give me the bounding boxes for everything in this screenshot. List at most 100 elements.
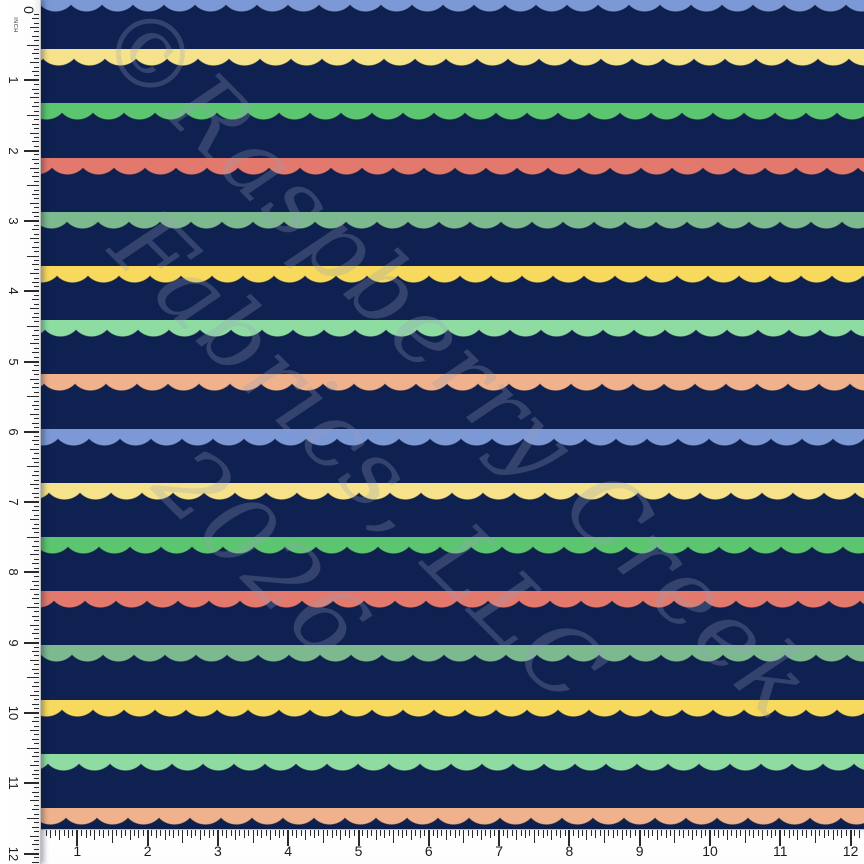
ruler-tick	[397, 830, 399, 836]
ruler-tick	[30, 624, 39, 626]
scallop-stripe-green	[0, 103, 864, 121]
ruler-tick	[498, 830, 501, 846]
ruler-tick	[34, 839, 39, 841]
scallop-stripe-sage-green	[0, 211, 864, 229]
scallop-stripe-green	[0, 537, 864, 554]
ruler-tick	[34, 444, 39, 446]
ruler-tick	[32, 35, 39, 37]
ruler-tick	[24, 782, 39, 785]
ruler-tick	[34, 769, 39, 771]
ruler-tick	[766, 830, 768, 836]
ruler-tick	[234, 830, 236, 840]
ruler-tick	[34, 479, 39, 481]
ruler-number: 6	[6, 428, 21, 436]
ruler-tick	[76, 830, 79, 846]
ruler-tick	[652, 830, 654, 836]
ruler-tick	[72, 830, 74, 836]
ruler-tick	[32, 580, 39, 582]
ruler-tick	[30, 378, 39, 380]
ruler-tick	[472, 830, 474, 838]
ruler-number: 3	[6, 217, 21, 225]
ruler-tick	[823, 830, 825, 838]
ruler-tick	[34, 154, 39, 156]
ruler-tick	[300, 830, 302, 836]
ruler-tick	[858, 830, 860, 838]
ruler-tick	[30, 800, 39, 802]
ruler-tick	[34, 400, 39, 402]
ruler-tick	[34, 128, 39, 130]
ruler-tick	[34, 136, 39, 138]
ruler-tick	[849, 830, 852, 846]
ruler-tick	[120, 830, 122, 838]
ruler-tick	[441, 830, 443, 836]
ruler-tick	[34, 303, 39, 305]
ruler-tick	[142, 830, 144, 836]
ruler-tick	[722, 830, 724, 836]
ruler-tick	[34, 629, 39, 631]
ruler-tick	[32, 352, 39, 354]
ruler-number: 10	[702, 843, 718, 859]
ruler-tick	[34, 321, 39, 323]
ruler-tick	[27, 607, 39, 609]
ruler-tick	[687, 830, 689, 836]
ruler-number: 12	[842, 843, 859, 859]
ruler-tick	[533, 830, 535, 843]
ruler-tick	[590, 830, 592, 836]
ruler-tick	[216, 830, 219, 846]
ruler-tick	[34, 172, 39, 174]
ruler-tick	[34, 382, 39, 384]
ruler-number: 5	[354, 843, 363, 859]
ruler-tick	[68, 830, 69, 838]
ruler-tick	[27, 747, 39, 749]
ruler-tick	[81, 830, 83, 836]
ruler-tick	[34, 743, 39, 745]
ruler-tick	[481, 830, 483, 840]
ruler-tick	[270, 830, 272, 840]
ruler-tick	[32, 844, 39, 846]
ruler-tick	[467, 830, 469, 836]
ruler-tick	[502, 830, 504, 836]
ruler-tick	[34, 57, 39, 59]
ruler-tick	[34, 620, 39, 622]
ruler-tick	[34, 207, 39, 209]
ruler-tick	[278, 830, 280, 838]
ruler-tick	[34, 119, 39, 121]
ruler-tick	[204, 830, 206, 836]
ruler-tick	[24, 641, 39, 644]
ruler-tick	[30, 659, 39, 661]
ruler-tick	[274, 830, 276, 836]
ruler-tick	[34, 198, 39, 200]
ruler-tick	[643, 830, 645, 836]
ruler-number: 1	[6, 76, 21, 84]
ruler-tick	[256, 830, 258, 836]
ruler-tick	[661, 830, 663, 836]
ruler-tick	[146, 830, 149, 846]
ruler-number: 6	[424, 843, 433, 859]
ruler-tick	[30, 97, 39, 99]
ruler-tick	[24, 360, 39, 363]
ruler-tick	[34, 356, 39, 358]
scallop-stripe-golden-yellow	[0, 266, 864, 283]
ruler-tick	[34, 549, 39, 551]
ruler-number: 11	[773, 843, 788, 859]
ruler-tick	[125, 830, 127, 836]
bottom-ruler: 1 2 3 4 5 6 7 8 9 10 11 12	[0, 829, 864, 864]
ruler-tick	[34, 374, 39, 376]
ruler-tick	[744, 830, 746, 843]
ruler-tick	[30, 589, 39, 591]
ruler-tick	[32, 176, 39, 178]
ruler-tick	[27, 255, 39, 257]
ruler-tick	[634, 830, 636, 836]
ruler-tick	[560, 830, 562, 838]
ruler-tick	[529, 830, 531, 836]
ruler-tick	[32, 106, 39, 108]
ruler-tick	[34, 84, 39, 86]
ruler-tick	[845, 830, 847, 836]
ruler-tick	[318, 830, 320, 836]
ruler-tick	[32, 563, 39, 565]
ruler-tick	[419, 830, 421, 838]
ruler-tick	[46, 830, 48, 836]
ruler-tick	[524, 830, 526, 838]
ruler-tick	[749, 830, 751, 836]
ruler-tick	[34, 585, 39, 587]
